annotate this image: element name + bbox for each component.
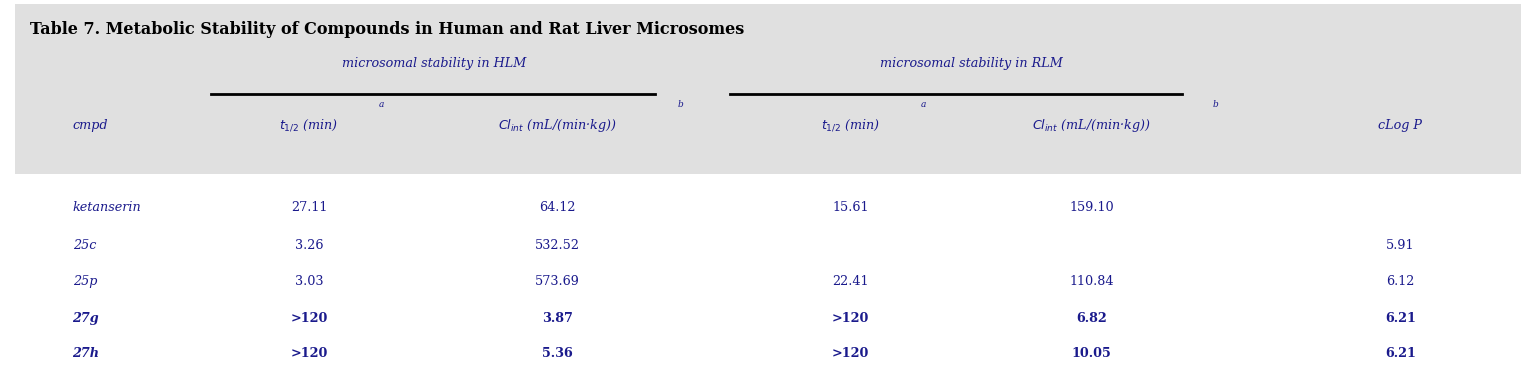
Text: microsomal stability in HLM: microsomal stability in HLM bbox=[341, 57, 525, 70]
Text: >120: >120 bbox=[290, 347, 327, 360]
Text: a: a bbox=[920, 100, 926, 109]
Text: a: a bbox=[378, 100, 384, 109]
Text: 5.36: 5.36 bbox=[542, 347, 573, 360]
Text: 25p: 25p bbox=[72, 275, 97, 288]
Text: 3.87: 3.87 bbox=[542, 312, 573, 325]
Text: 6.21: 6.21 bbox=[1385, 312, 1416, 325]
Text: 27h: 27h bbox=[72, 347, 100, 360]
Text: b: b bbox=[677, 100, 684, 109]
Text: $t_{1/2}$ (min): $t_{1/2}$ (min) bbox=[822, 118, 880, 133]
Text: 22.41: 22.41 bbox=[833, 275, 869, 288]
Text: $Cl_{int}$ (mL/(min·kg)): $Cl_{int}$ (mL/(min·kg)) bbox=[498, 117, 617, 134]
Text: $Cl_{int}$ (mL/(min·kg)): $Cl_{int}$ (mL/(min·kg)) bbox=[1032, 117, 1150, 134]
Text: microsomal stability in RLM: microsomal stability in RLM bbox=[880, 57, 1063, 70]
Text: 532.52: 532.52 bbox=[535, 239, 579, 252]
Text: 6.82: 6.82 bbox=[1077, 312, 1107, 325]
Bar bbox=[15, 4, 1521, 174]
Text: 3.03: 3.03 bbox=[295, 275, 323, 288]
Text: 27.11: 27.11 bbox=[290, 201, 327, 214]
Text: >120: >120 bbox=[290, 312, 327, 325]
Text: 6.21: 6.21 bbox=[1385, 347, 1416, 360]
Text: 64.12: 64.12 bbox=[539, 201, 576, 214]
Text: 5.91: 5.91 bbox=[1385, 239, 1415, 252]
Text: b: b bbox=[1212, 100, 1218, 109]
Text: ketanserin: ketanserin bbox=[72, 201, 141, 214]
Text: cmpd: cmpd bbox=[72, 119, 108, 132]
Text: 6.12: 6.12 bbox=[1385, 275, 1415, 288]
Text: 25c: 25c bbox=[72, 239, 95, 252]
Text: 573.69: 573.69 bbox=[535, 275, 579, 288]
Text: 15.61: 15.61 bbox=[833, 201, 869, 214]
Text: >120: >120 bbox=[833, 312, 869, 325]
Text: cLog P: cLog P bbox=[1378, 119, 1422, 132]
Text: 110.84: 110.84 bbox=[1069, 275, 1114, 288]
Text: 3.26: 3.26 bbox=[295, 239, 323, 252]
Text: >120: >120 bbox=[833, 347, 869, 360]
Text: 10.05: 10.05 bbox=[1072, 347, 1112, 360]
Text: 159.10: 159.10 bbox=[1069, 201, 1114, 214]
Text: $t_{1/2}$ (min): $t_{1/2}$ (min) bbox=[280, 118, 338, 133]
Text: Table 7. Metabolic Stability of Compounds in Human and Rat Liver Microsomes: Table 7. Metabolic Stability of Compound… bbox=[31, 21, 745, 38]
Text: 27g: 27g bbox=[72, 312, 100, 325]
